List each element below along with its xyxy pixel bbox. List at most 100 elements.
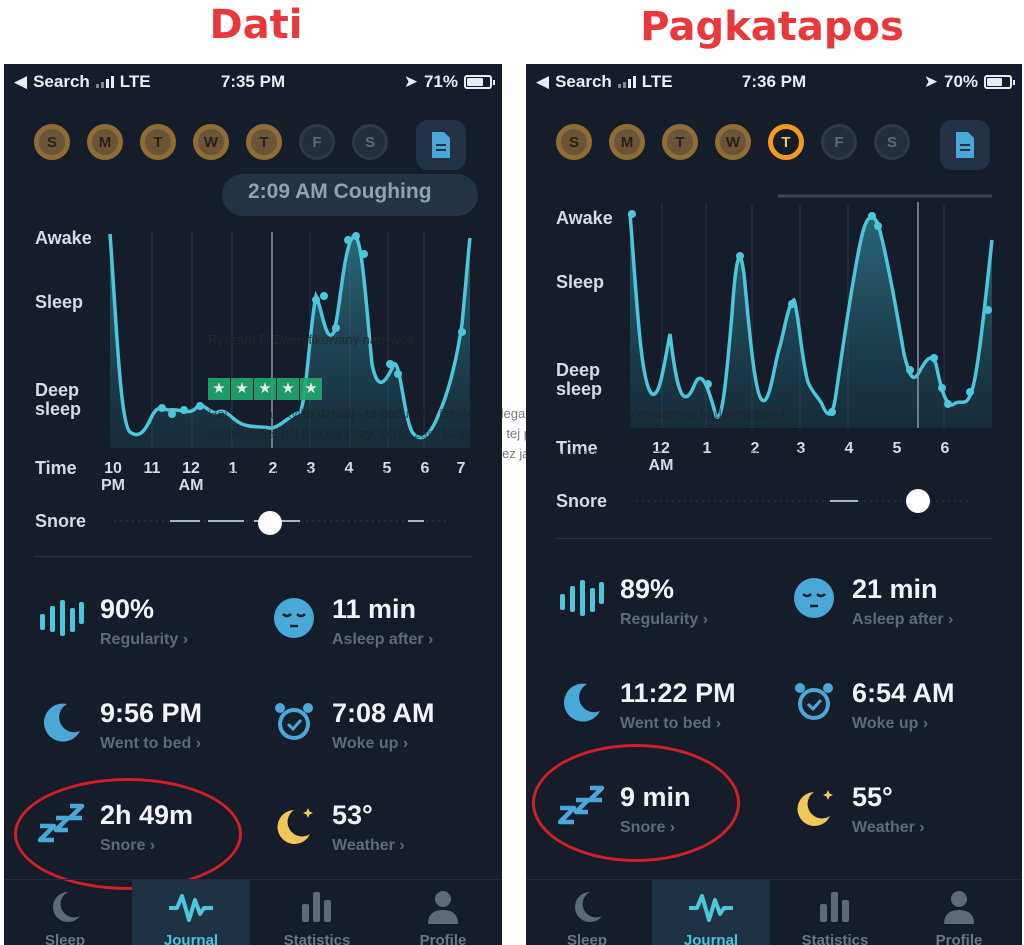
x-tick: 4 <box>344 460 354 477</box>
bar-chart-tab-icon <box>820 892 849 922</box>
back-arrow-icon[interactable]: ◀ <box>536 72 550 91</box>
status-time: 7:35 PM <box>220 72 286 91</box>
x-tick: 1 <box>228 460 238 477</box>
stat-regularity[interactable]: 90% Regularity › <box>38 594 188 650</box>
review-overlay: Ryszard F. Zweryfikowany nabywca ★ ★ ★ ★… <box>208 330 808 484</box>
day-saturday[interactable]: S <box>352 124 388 160</box>
tab-label: Statistics <box>283 932 351 945</box>
day-sunday[interactable]: S <box>34 124 70 160</box>
stat-snore[interactable]: 9 min Snore › <box>558 782 691 838</box>
star-icon: ★ <box>277 378 299 400</box>
day-tuesday[interactable]: T <box>662 124 698 160</box>
weekday-selector: S M T W T F S <box>34 124 388 160</box>
regularity-label: Regularity › <box>620 611 709 628</box>
tab-journal[interactable]: Journal <box>652 880 770 945</box>
sleep-cycle-graph <box>628 194 994 513</box>
x-tick: 11 <box>143 460 161 477</box>
profile-tab-icon <box>944 891 974 924</box>
tab-bar: Sleep Journal Statistics Profile <box>526 879 1022 945</box>
moon-icon <box>558 678 606 726</box>
status-time: 7:36 PM <box>741 72 807 91</box>
event-pill[interactable]: 2:09 AM Coughing <box>222 174 478 216</box>
x-tick: 1 <box>702 440 712 457</box>
notes-button[interactable] <box>940 120 990 170</box>
stat-snore[interactable]: 2h 49m Snore › <box>38 800 193 856</box>
stat-woke-up[interactable]: 7:08 AM Woke up › <box>270 698 435 754</box>
day-saturday[interactable]: S <box>874 124 910 160</box>
day-sunday[interactable]: S <box>556 124 592 160</box>
regularity-label: Regularity › <box>100 631 189 648</box>
tab-label: Sleep <box>566 932 608 945</box>
snore-value: 9 min <box>620 782 691 812</box>
x-tick: 2 <box>268 460 278 477</box>
moon-star-icon <box>790 782 838 830</box>
day-monday[interactable]: M <box>609 124 645 160</box>
stat-weather[interactable]: 53° Weather › <box>270 800 405 856</box>
weather-label: Weather › <box>852 819 925 836</box>
day-friday[interactable]: F <box>299 124 335 160</box>
day-thursday[interactable]: T <box>246 124 282 160</box>
back-label[interactable]: Search <box>555 72 612 91</box>
tab-sleep[interactable]: Sleep <box>6 880 124 945</box>
stat-regularity[interactable]: 89% Regularity › <box>558 574 708 630</box>
snore-label: Snore › <box>620 819 676 836</box>
x-tick: 6 <box>420 460 430 477</box>
tab-label: Statistics <box>801 932 869 945</box>
day-tuesday[interactable]: T <box>140 124 176 160</box>
y-label-awake: Awake <box>556 208 613 228</box>
x-tick: 10 PM <box>101 460 125 494</box>
woke-up-value: 7:08 AM <box>332 698 435 728</box>
alarm-clock-icon <box>790 678 838 726</box>
heading-before: Dati <box>209 2 303 48</box>
went-to-bed-label: Went to bed › <box>620 715 722 732</box>
moon-icon <box>38 698 86 746</box>
went-to-bed-value: 9:56 PM <box>100 698 203 728</box>
sleepy-face-icon <box>270 594 318 642</box>
woke-up-value: 6:54 AM <box>852 678 955 708</box>
x-tick: 5 <box>382 460 392 477</box>
stat-asleep-after[interactable]: 11 min Asleep after › <box>270 594 433 650</box>
stat-went-to-bed[interactable]: 9:56 PM Went to bed › <box>38 698 202 754</box>
tab-sleep[interactable]: Sleep <box>528 880 646 945</box>
alarm-clock-icon <box>270 698 318 746</box>
x-tick: 12 AM <box>648 440 674 474</box>
tab-profile[interactable]: Profile <box>900 880 1018 945</box>
event-label: 2:09 AM Coughing <box>248 180 432 203</box>
tab-statistics[interactable]: Statistics <box>776 880 894 945</box>
battery-icon <box>463 75 495 89</box>
asleep-after-label: Asleep after › <box>332 631 434 648</box>
zzz-icon <box>558 782 606 830</box>
time-axis-label: Time <box>556 438 598 458</box>
zzz-icon <box>38 800 86 848</box>
y-label-awake: Awake <box>35 228 92 248</box>
star-icon: ★ <box>300 378 322 400</box>
divider <box>556 538 992 539</box>
tab-journal[interactable]: Journal <box>132 880 250 945</box>
x-tick: 5 <box>892 440 902 457</box>
divider <box>34 556 472 557</box>
stat-woke-up[interactable]: 6:54 AM Woke up › <box>790 678 955 734</box>
phone-screenshot-before: ◀ Search LTE 7:35 PM ➤ 71% S M T W T F S… <box>4 64 502 945</box>
x-tick: 2 <box>750 440 760 457</box>
stat-weather[interactable]: 55° Weather › <box>790 782 925 838</box>
profile-tab-icon <box>428 891 458 924</box>
x-tick: 3 <box>796 440 806 457</box>
waveform-tab-icon <box>169 894 213 922</box>
back-arrow-icon[interactable]: ◀ <box>14 72 28 91</box>
day-wednesday[interactable]: W <box>715 124 751 160</box>
stat-asleep-after[interactable]: 21 min Asleep after › <box>790 574 953 630</box>
star-rating: ★ ★ ★ ★ ★ <box>208 378 808 400</box>
tab-profile[interactable]: Profile <box>384 880 502 945</box>
regularity-value: 90% <box>100 594 155 624</box>
day-thursday[interactable]: T <box>768 124 804 160</box>
tab-statistics[interactable]: Statistics <box>258 880 376 945</box>
day-monday[interactable]: M <box>87 124 123 160</box>
x-tick: 4 <box>844 440 854 457</box>
back-label[interactable]: Search <box>33 72 90 91</box>
stat-went-to-bed[interactable]: 11:22 PM Went to bed › <box>558 678 736 734</box>
snore-label: Snore › <box>100 837 156 854</box>
day-wednesday[interactable]: W <box>193 124 229 160</box>
day-friday[interactable]: F <box>821 124 857 160</box>
notes-button[interactable] <box>416 120 466 170</box>
document-icon <box>956 132 974 158</box>
